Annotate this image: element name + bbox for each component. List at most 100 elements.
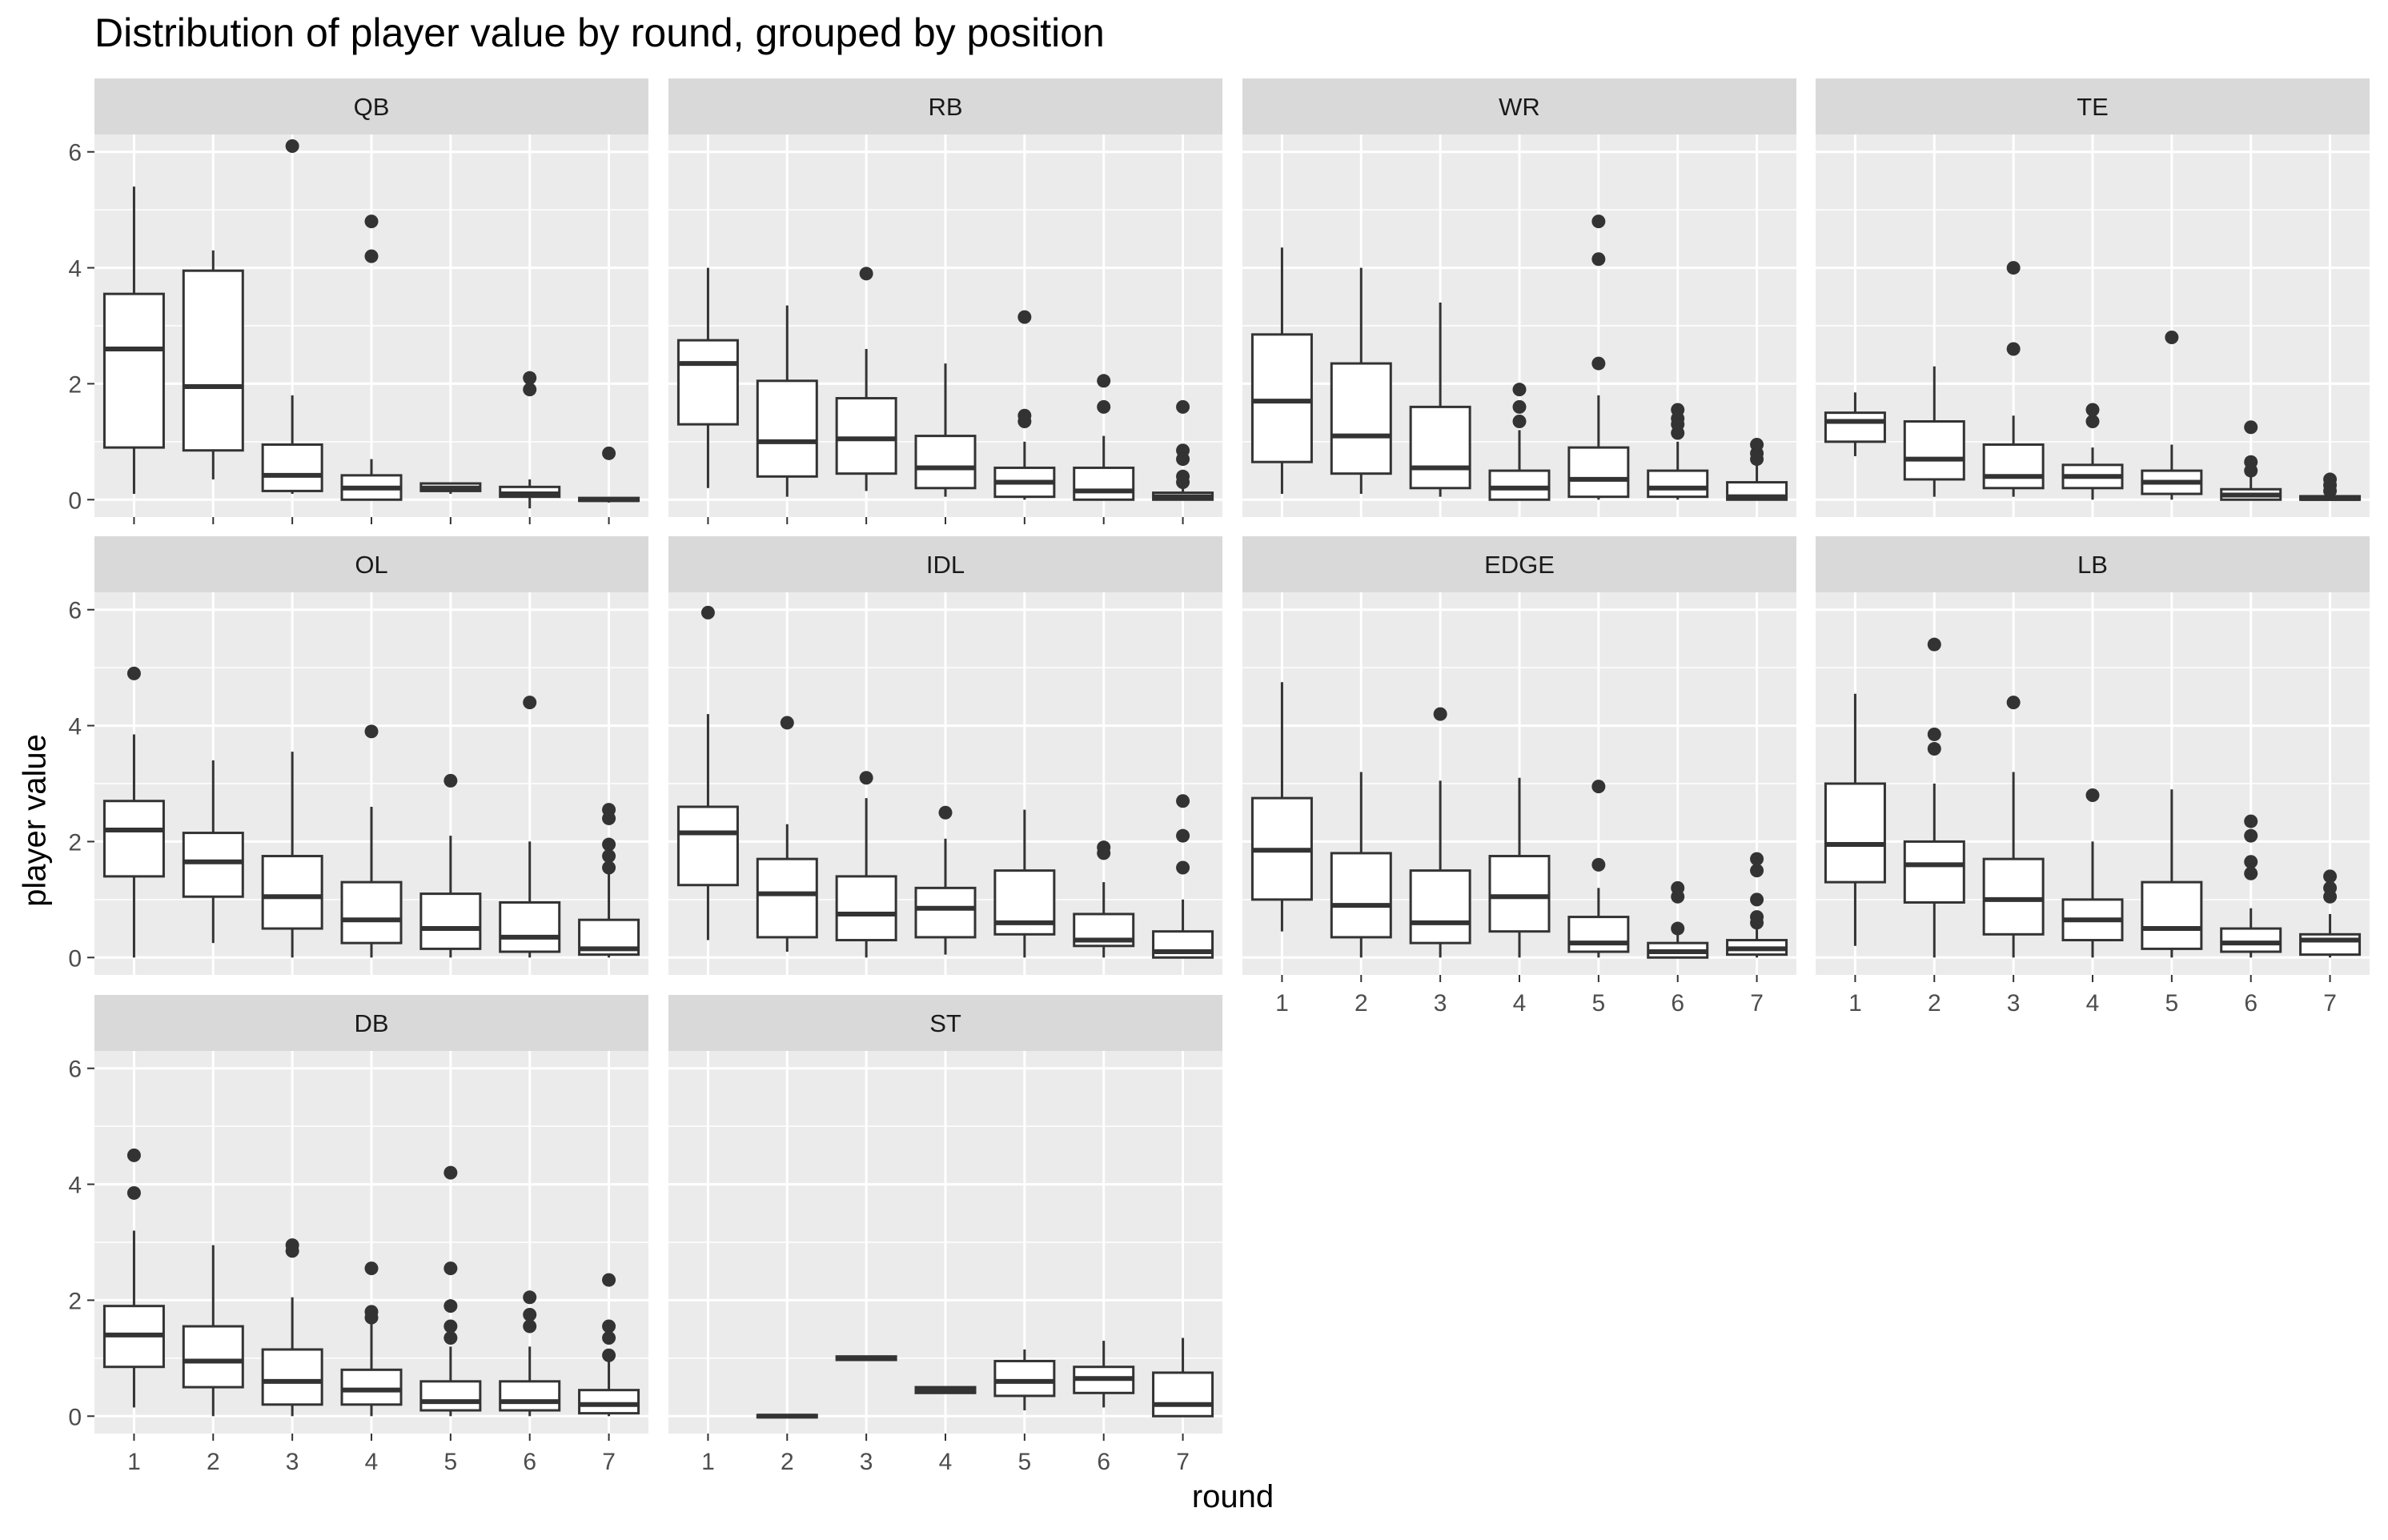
facet-st: ST 1 2 3 4 5 6 7 [668, 995, 1222, 1475]
outlier-point [1927, 742, 1941, 756]
outlier-point [2244, 814, 2258, 828]
y-tick-label: 0 [68, 487, 82, 514]
outlier-point [1017, 415, 1032, 428]
outlier-point [1671, 426, 1685, 440]
x-tick-label: 5 [444, 1449, 458, 1475]
box [102, 800, 165, 878]
box-round-4 [340, 1261, 403, 1417]
box-round-5 [993, 1349, 1056, 1411]
y-tick-label: 0 [68, 1404, 82, 1430]
box-round-4 [1488, 383, 1551, 501]
outlier-point [2244, 828, 2258, 843]
box-round-3 [835, 1355, 897, 1362]
box [756, 857, 818, 939]
box [340, 880, 403, 944]
box [2299, 932, 2362, 956]
box [835, 397, 897, 475]
facet-qb: QB02461234567 [68, 78, 648, 559]
box [1647, 469, 1709, 499]
box [182, 832, 244, 898]
box-round-4 [1488, 777, 1551, 958]
x-tick-label: 2 [1928, 990, 1941, 1017]
box-round-5 [1567, 215, 1630, 500]
outlier-point [2006, 342, 2021, 356]
x-tick-label: 6 [2244, 990, 2258, 1017]
x-tick-label: 4 [365, 1449, 379, 1475]
facet-strip-label: EDGE [1484, 551, 1555, 579]
outlier-point [1927, 637, 1941, 652]
facet-idl: IDL [668, 536, 1222, 975]
box [261, 1348, 323, 1406]
box [1567, 916, 1630, 953]
facet-strip-label: IDL [926, 551, 965, 579]
box-round-4 [914, 363, 977, 497]
outlier-point [2323, 869, 2338, 884]
outlier-point [2244, 855, 2258, 869]
y-tick-label: 0 [68, 945, 82, 972]
box-round-7 [578, 803, 640, 958]
outlier-point [523, 696, 537, 710]
box-round-4 [2061, 403, 2124, 500]
outlier-point [1433, 707, 1447, 721]
box-round-7 [2299, 472, 2362, 501]
box-round-2 [1330, 267, 1392, 495]
x-tick-label: 4 [2086, 990, 2100, 1017]
box-round-4 [914, 1386, 977, 1394]
outlier-point [1176, 475, 1190, 490]
box [1488, 469, 1551, 501]
facet-ol: OL 0 2 4 6 [68, 536, 648, 975]
outlier-point [523, 371, 537, 385]
x-tick-label: 7 [2323, 990, 2337, 1017]
box-round-6 [2220, 814, 2282, 958]
outlier-point [523, 383, 537, 397]
x-tick-label: 1 [127, 1449, 141, 1475]
x-axis-label: round [1191, 1479, 1274, 1514]
box-round-2 [1330, 772, 1392, 958]
box [1824, 782, 1886, 884]
outlier-point [285, 1244, 299, 1258]
box-round-2 [1903, 366, 1965, 497]
box [914, 435, 977, 490]
box-round-7 [578, 446, 640, 503]
outlier-point [443, 773, 458, 788]
box [1824, 411, 1886, 443]
facet-strip [668, 536, 1222, 592]
box-round-1 [102, 186, 165, 495]
box [1330, 362, 1392, 475]
outlier-point [1176, 794, 1190, 808]
x-tick-label: 1 [701, 1449, 715, 1475]
outlier-point [1512, 399, 1527, 414]
box [914, 886, 977, 939]
outlier-point [859, 267, 873, 281]
box [578, 1389, 640, 1415]
outlier-point [1176, 452, 1190, 467]
box [1488, 855, 1551, 933]
box [1903, 420, 1965, 481]
outlier-point [1750, 852, 1764, 866]
outlier-point [1512, 383, 1527, 397]
outlier-point [1097, 399, 1111, 414]
box-round-2 [756, 305, 818, 497]
y-tick-label: 2 [68, 1288, 82, 1314]
x-tick-label: 7 [1750, 990, 1764, 1017]
x-tick-label: 3 [286, 1449, 299, 1475]
outlier-point [523, 1319, 537, 1333]
outlier-point [2085, 788, 2100, 802]
box [1152, 1371, 1214, 1418]
box-round-7 [1152, 794, 1214, 959]
facet-strip-label: DB [354, 1009, 388, 1037]
box-round-6 [1073, 374, 1135, 501]
x-tick-label: 6 [1097, 1449, 1110, 1475]
box-round-7 [1152, 1337, 1214, 1418]
box-round-3 [261, 1238, 323, 1417]
outlier-point [602, 1331, 616, 1345]
box-round-5 [419, 773, 482, 958]
outlier-point [1750, 892, 1764, 907]
facet-wr: WR [1242, 78, 1796, 517]
facet-strip [94, 536, 648, 592]
facet-strip-label: LB [2077, 551, 2108, 579]
outlier-point [126, 1185, 141, 1200]
outlier-point [443, 1299, 458, 1313]
x-tick-label: 3 [860, 1449, 873, 1475]
x-tick-label: 1 [1275, 990, 1289, 1017]
